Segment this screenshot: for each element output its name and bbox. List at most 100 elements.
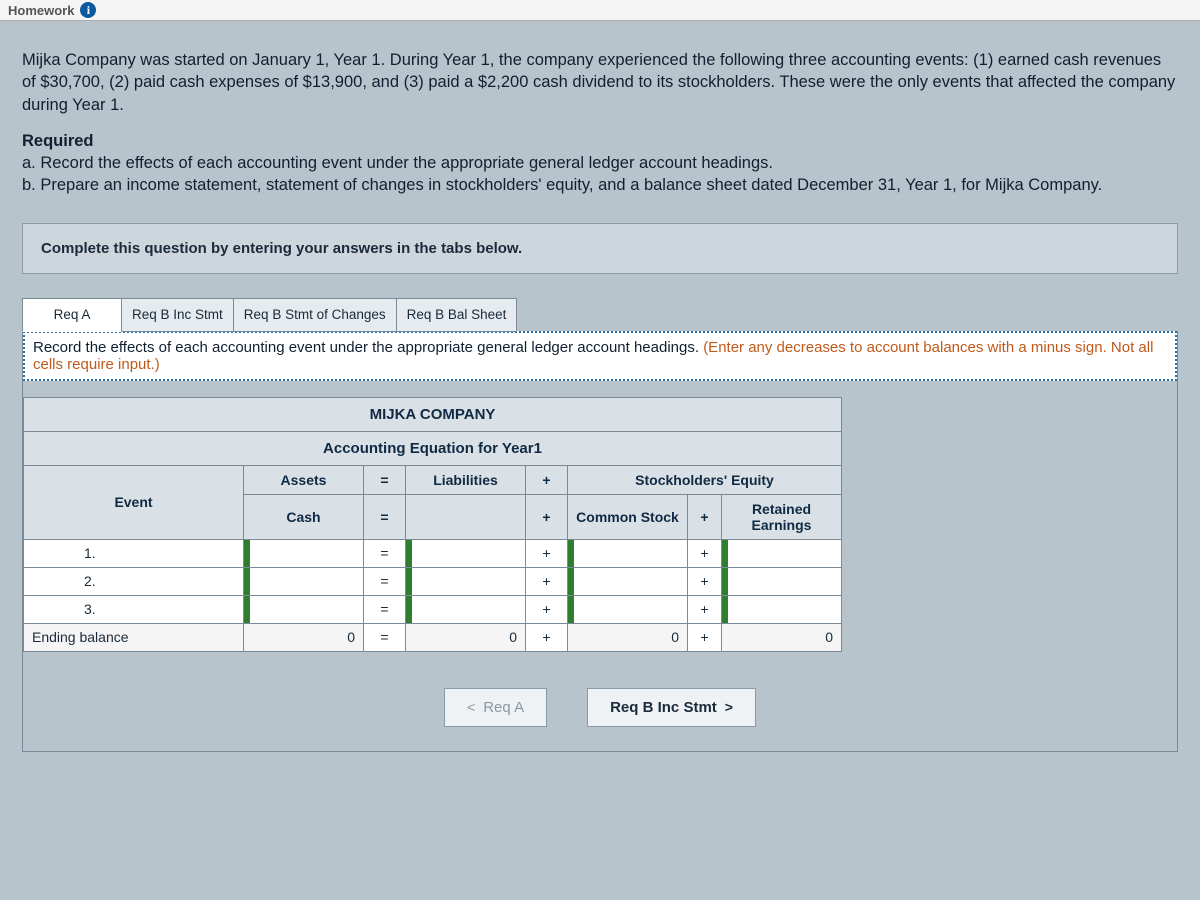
accounting-equation-table: MIJKA COMPANY Accounting Equation for Ye…: [23, 397, 842, 652]
worksheet-wrap: MIJKA COMPANY Accounting Equation for Ye…: [23, 381, 1177, 670]
th-event: Event: [24, 465, 244, 539]
cash-input-2[interactable]: [244, 568, 363, 594]
retained-input-cell: [722, 595, 842, 623]
input-marker-icon: [406, 540, 412, 567]
ending-retained: 0: [722, 623, 842, 651]
chevron-left-icon: <: [467, 699, 475, 715]
tab-req-b-inc-stmt[interactable]: Req B Inc Stmt: [122, 298, 234, 332]
input-marker-icon: [406, 596, 412, 623]
ending-balance-label: Ending balance: [24, 623, 244, 651]
cash-input-cell: [244, 539, 364, 567]
table-row: 1. = + +: [24, 539, 842, 567]
retained-input-2[interactable]: [722, 568, 841, 594]
input-marker-icon: [568, 568, 574, 595]
nav-buttons: < Req A Req B Inc Stmt >: [23, 670, 1177, 751]
input-marker-icon: [244, 596, 250, 623]
tab-req-b-stmt-changes[interactable]: Req B Stmt of Changes: [234, 298, 397, 332]
liab-input-3[interactable]: [406, 596, 525, 622]
retained-input-3[interactable]: [722, 596, 841, 622]
event-label: 3.: [24, 595, 244, 623]
op-plus: +: [688, 595, 722, 623]
th-assets: Assets: [244, 465, 364, 494]
th-liabilities: Liabilities: [406, 465, 526, 494]
next-button-label: Req B Inc Stmt: [610, 699, 717, 716]
problem-intro: Mijka Company was started on January 1, …: [22, 49, 1178, 116]
table-company: MIJKA COMPANY: [24, 397, 842, 431]
th-liab-blank: [406, 494, 526, 539]
next-button[interactable]: Req B Inc Stmt >: [587, 688, 756, 727]
ending-cash: 0: [244, 623, 364, 651]
cash-input-cell: [244, 595, 364, 623]
cash-input-1[interactable]: [244, 540, 363, 566]
prev-button[interactable]: < Req A: [444, 688, 547, 727]
event-label: 1.: [24, 539, 244, 567]
th-eq: =: [364, 465, 406, 494]
op-eq: =: [364, 623, 406, 651]
op-plus: +: [688, 567, 722, 595]
common-input-cell: [568, 595, 688, 623]
input-marker-icon: [406, 568, 412, 595]
input-marker-icon: [722, 568, 728, 595]
top-bar: Homework i: [0, 0, 1200, 21]
th-retained-earnings: Retained Earnings: [722, 494, 842, 539]
ending-liab: 0: [406, 623, 526, 651]
common-input-cell: [568, 567, 688, 595]
homework-label: Homework: [8, 3, 74, 18]
op-plus: +: [526, 623, 568, 651]
cash-input-cell: [244, 567, 364, 595]
tab-body: Record the effects of each accounting ev…: [22, 331, 1178, 752]
info-icon[interactable]: i: [80, 2, 96, 18]
ending-common: 0: [568, 623, 688, 651]
input-marker-icon: [244, 568, 250, 595]
tab-req-a[interactable]: Req A: [22, 298, 122, 332]
required-heading: Required: [22, 130, 1178, 152]
retained-input-cell: [722, 567, 842, 595]
liab-input-1[interactable]: [406, 540, 525, 566]
liab-input-cell: [406, 567, 526, 595]
table-row: 3. = + +: [24, 595, 842, 623]
op-eq: =: [364, 595, 406, 623]
input-marker-icon: [722, 596, 728, 623]
common-input-1[interactable]: [568, 540, 687, 566]
cash-input-3[interactable]: [244, 596, 363, 622]
th-stockholders-equity: Stockholders' Equity: [568, 465, 842, 494]
th-plus-3: +: [688, 494, 722, 539]
input-marker-icon: [568, 540, 574, 567]
chevron-right-icon: >: [725, 699, 733, 715]
input-marker-icon: [244, 540, 250, 567]
common-input-cell: [568, 539, 688, 567]
liab-input-2[interactable]: [406, 568, 525, 594]
liab-input-cell: [406, 595, 526, 623]
instruction-box: Complete this question by entering your …: [22, 223, 1178, 274]
tab-instruction-main: Record the effects of each accounting ev…: [33, 339, 703, 356]
retained-input-1[interactable]: [722, 540, 841, 566]
op-plus: +: [688, 623, 722, 651]
op-eq: =: [364, 539, 406, 567]
op-plus: +: [526, 595, 568, 623]
event-label: 2.: [24, 567, 244, 595]
th-eq-2: =: [364, 494, 406, 539]
th-cash: Cash: [244, 494, 364, 539]
th-plus: +: [526, 465, 568, 494]
ending-balance-row: Ending balance 0 = 0 + 0 + 0: [24, 623, 842, 651]
th-plus-2: +: [526, 494, 568, 539]
table-row: 2. = + +: [24, 567, 842, 595]
op-plus: +: [526, 567, 568, 595]
requirement-b: b. Prepare an income statement, statemen…: [22, 174, 1178, 196]
tab-instruction: Record the effects of each accounting ev…: [23, 331, 1177, 381]
input-marker-icon: [722, 540, 728, 567]
op-eq: =: [364, 567, 406, 595]
common-input-2[interactable]: [568, 568, 687, 594]
content-area: Mijka Company was started on January 1, …: [0, 21, 1200, 768]
prev-button-label: Req A: [483, 699, 524, 716]
input-marker-icon: [568, 596, 574, 623]
table-subtitle: Accounting Equation for Year1: [24, 431, 842, 465]
th-common-stock: Common Stock: [568, 494, 688, 539]
op-plus: +: [526, 539, 568, 567]
op-plus: +: [688, 539, 722, 567]
requirement-a: a. Record the effects of each accounting…: [22, 152, 1178, 174]
tab-strip: Req A Req B Inc Stmt Req B Stmt of Chang…: [22, 298, 1178, 332]
tab-req-b-bal-sheet[interactable]: Req B Bal Sheet: [397, 298, 518, 332]
common-input-3[interactable]: [568, 596, 687, 622]
liab-input-cell: [406, 539, 526, 567]
